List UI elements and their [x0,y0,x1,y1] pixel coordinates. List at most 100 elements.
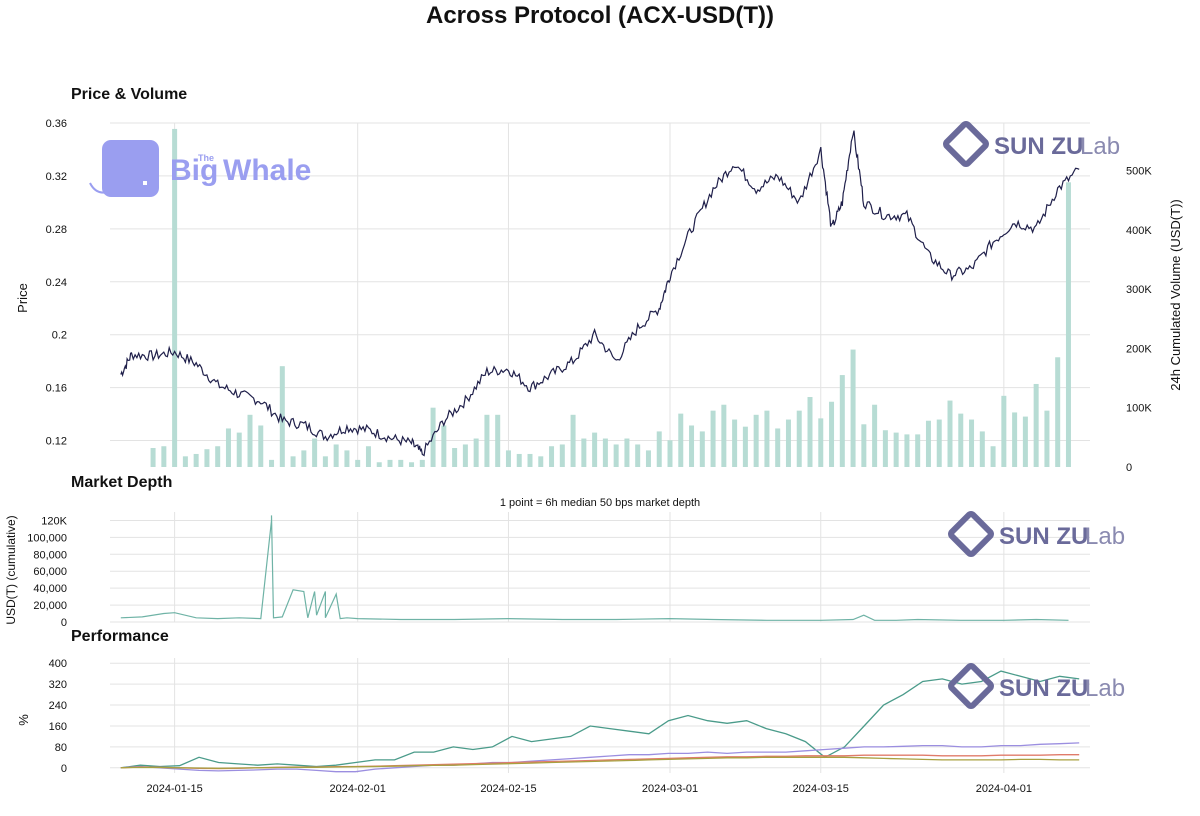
volume-bar [882,430,888,467]
performance-lines [120,670,1080,773]
performance-line [120,756,1080,769]
section-title-market-depth: Market Depth [71,474,173,491]
volume-bar [635,444,641,467]
section-title-price-volume: Price & Volume [71,86,188,103]
performance-tick-label: 160 [49,721,67,733]
sunzu-icon [948,663,994,709]
volume-bar [990,446,996,467]
sunzu-lab-text: Lab [1080,133,1120,160]
volume-bar [398,459,404,467]
volume-bar [516,453,522,467]
volume-bar [742,426,748,467]
depth-axis-title: USD(T) (cumulative) [4,515,18,624]
sunzu-text: SUN ZU [994,133,1083,160]
price-tick-label: 0.36 [46,118,67,130]
volume-bar [818,418,824,467]
volume-bar [839,375,845,467]
volume-tick-label: 0 [1126,462,1132,474]
volume-bar [376,462,382,467]
x-tick-label: 2024-03-15 [793,783,849,795]
volume-bar [893,432,899,467]
depth-tick-label: 120K [41,515,67,527]
volume-bar [602,438,608,467]
whale-icon [102,140,159,197]
volume-bar [785,419,791,467]
grid-layer [110,122,1090,773]
volume-bar [462,444,468,467]
volume-bar [452,448,458,467]
volume-bar [764,410,770,467]
volume-bar [667,440,673,467]
x-tick-label: 2024-03-01 [642,783,698,795]
volume-bar [947,400,953,467]
volume-bar [549,446,555,467]
volume-bar [290,456,296,467]
volume-bar [279,366,285,467]
volume-axis-title: 24h Cumulated Volume (USD(T)) [1168,199,1183,390]
volume-bar [269,459,275,467]
depth-tick-label: 100,000 [27,532,67,544]
volume-bar [538,456,544,467]
price-line [120,130,1080,457]
volume-bar [150,448,156,467]
price-tick-label: 0.24 [46,277,67,289]
volume-bar [312,438,318,467]
volume-bar [495,414,501,467]
volume-bar [215,446,221,467]
volume-bar [484,414,490,467]
volume-bar [344,450,350,467]
performance-tick-label: 0 [61,763,67,775]
volume-bar [409,462,415,467]
volume-bar [559,444,565,467]
volume-bar [732,419,738,467]
price-tick-label: 0.28 [46,224,67,236]
volume-bar [624,438,630,467]
volume-bar [958,413,964,467]
volume-tick-label: 500K [1126,165,1152,177]
volume-bar [656,431,662,467]
volume-bar [969,419,975,467]
sunzu-logo-performance: SUN ZU Lab [948,663,1125,709]
performance-tick-label: 400 [49,658,67,670]
depth-line-group [120,515,1069,621]
logo-the: The [198,153,214,163]
depth-tick-label: 80,000 [33,549,67,561]
volume-bar [829,401,835,467]
volume-bar [613,444,619,467]
volume-bar [430,407,436,467]
price-tick-label: 0.12 [46,436,67,448]
volume-bar [872,404,878,467]
volume-tick-label: 400K [1126,225,1152,237]
volume-bar [645,450,651,467]
volume-bar [753,414,759,467]
volume-bar [161,446,167,467]
volume-bar [1065,182,1071,467]
volume-bar [861,424,867,467]
sunzu-icon [948,511,994,557]
volume-bar [936,419,942,467]
volume-bar [678,413,684,467]
sunzu-text: SUN ZU [999,523,1088,550]
volume-bar [247,414,253,467]
volume-bar [473,438,479,467]
x-tick-label: 2024-02-15 [480,783,536,795]
x-tick-label: 2024-01-15 [146,783,202,795]
depth-line [120,515,1069,621]
big-whale-logo: The Big Whale [89,140,311,197]
volume-bar [301,450,307,467]
logo-big: Big [170,154,218,187]
volume-bar [721,404,727,467]
x-tick-label: 2024-02-01 [330,783,386,795]
volume-bar [775,428,781,467]
volume-tick-label: 300K [1126,284,1152,296]
volume-bar [225,428,231,467]
volume-tick-label: 200K [1126,343,1152,355]
sunzu-text: SUN ZU [999,675,1088,702]
price-tick-label: 0.32 [46,171,67,183]
main-title: Across Protocol (ACX-USD(T)) [425,2,774,29]
volume-bar [322,456,328,467]
volume-bar [581,438,587,467]
performance-tick-label: 80 [55,742,67,754]
volume-bar [527,453,533,467]
volume-bar [419,459,425,467]
